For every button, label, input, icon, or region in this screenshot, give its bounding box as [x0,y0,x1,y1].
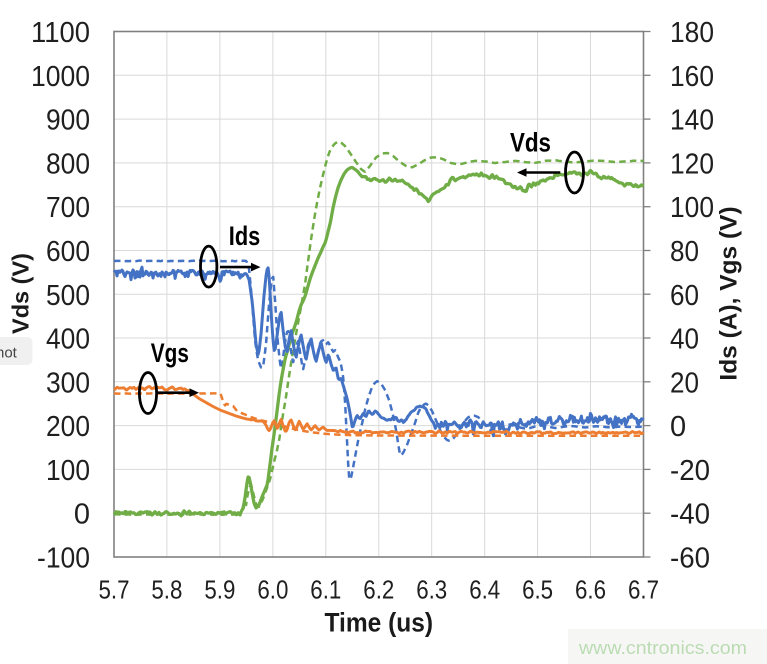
svg-text:6.4: 6.4 [469,575,500,605]
svg-text:100: 100 [670,192,714,224]
svg-text:Vds: Vds [510,128,551,158]
svg-text:6.1: 6.1 [310,575,341,605]
svg-text:120: 120 [670,148,714,180]
svg-text:5.8: 5.8 [151,575,182,605]
svg-text:6.2: 6.2 [363,575,394,605]
svg-text:-40: -40 [670,499,710,531]
svg-text:www.cntronics.com: www.cntronics.com [578,637,747,658]
svg-text:500: 500 [46,280,90,312]
svg-text:-60: -60 [670,543,710,575]
svg-text:0: 0 [74,499,90,531]
svg-text:1000: 1000 [31,61,90,93]
svg-text:-100: -100 [37,543,90,575]
svg-text:140: 140 [670,105,714,137]
svg-text:6.0: 6.0 [257,575,288,605]
svg-text:6.6: 6.6 [575,575,606,605]
svg-text:6.5: 6.5 [522,575,553,605]
svg-text:5.9: 5.9 [204,575,235,605]
svg-text:Time (us): Time (us) [325,608,434,638]
svg-text:800: 800 [46,148,90,180]
svg-text:180: 180 [670,17,714,49]
svg-text:700: 700 [46,192,90,224]
svg-text:1100: 1100 [31,17,90,49]
svg-text:600: 600 [46,236,90,268]
svg-text:6.3: 6.3 [416,575,447,605]
svg-text:Ids: Ids [229,221,260,251]
svg-text:not: not [0,345,18,362]
svg-text:Vgs: Vgs [151,338,189,368]
svg-text:0: 0 [670,411,686,443]
svg-text:100: 100 [46,455,90,487]
svg-text:20: 20 [670,367,699,399]
svg-text:80: 80 [670,236,699,268]
svg-text:200: 200 [46,411,90,443]
svg-text:-20: -20 [670,455,710,487]
svg-text:160: 160 [670,61,714,93]
svg-text:5.7: 5.7 [99,575,130,605]
svg-text:Vds (V): Vds (V) [8,253,34,334]
svg-text:40: 40 [670,324,699,356]
svg-text:400: 400 [46,324,90,356]
svg-text:60: 60 [670,280,699,312]
svg-text:300: 300 [46,367,90,399]
svg-text:900: 900 [46,105,90,137]
svg-text:Ids (A), Vgs (V): Ids (A), Vgs (V) [716,206,743,380]
svg-text:6.7: 6.7 [628,575,659,605]
